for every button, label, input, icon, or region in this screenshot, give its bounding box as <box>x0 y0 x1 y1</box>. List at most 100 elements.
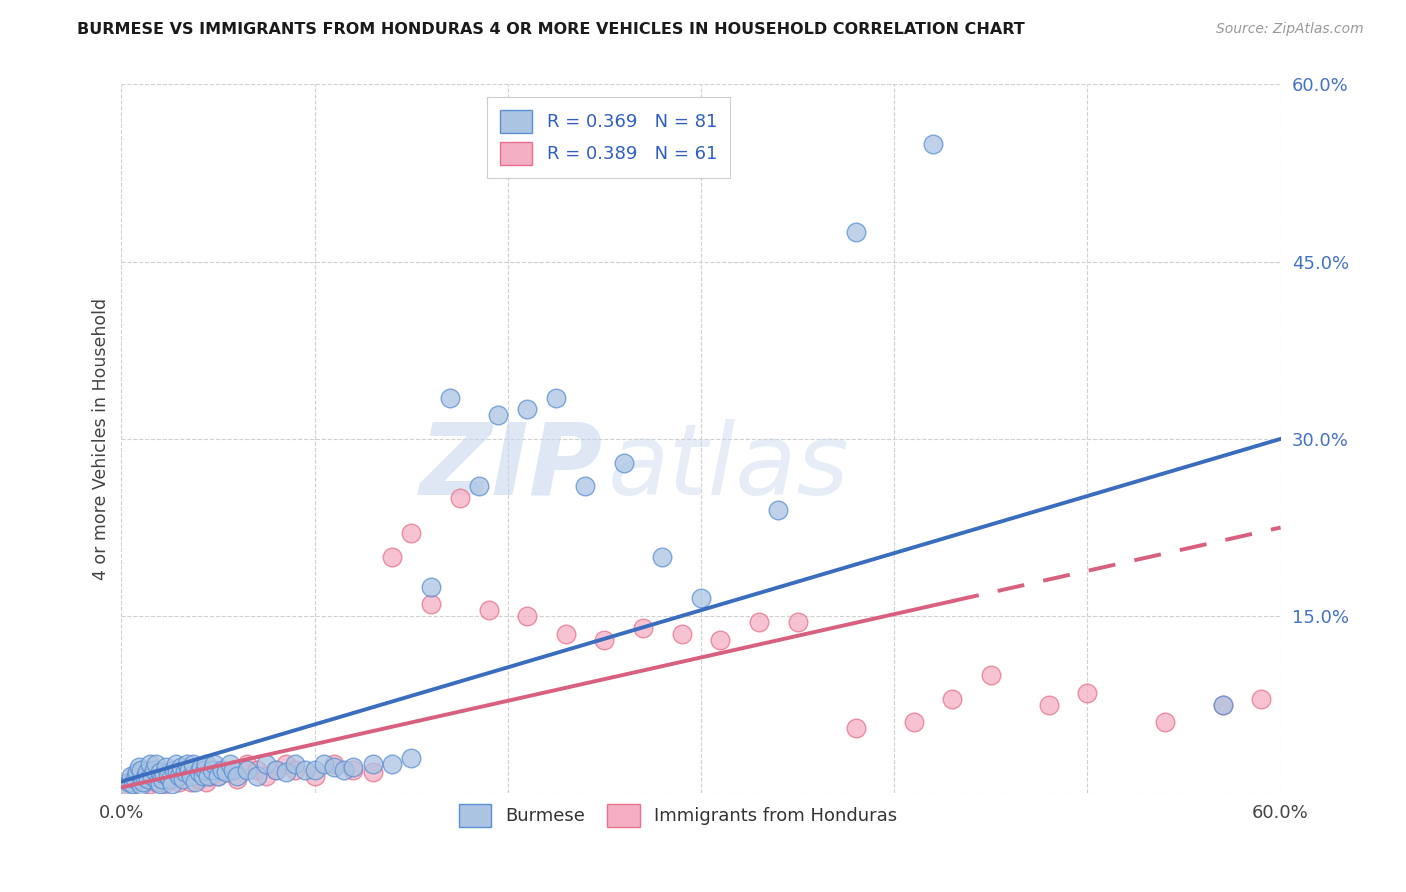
Point <box>593 632 616 647</box>
Point <box>903 715 925 730</box>
Point <box>145 756 167 771</box>
Point <box>651 549 673 564</box>
Point <box>449 491 471 505</box>
Point <box>246 769 269 783</box>
Point <box>226 772 249 787</box>
Point <box>468 479 491 493</box>
Point <box>941 691 963 706</box>
Point <box>1212 698 1234 712</box>
Point <box>1250 691 1272 706</box>
Point <box>631 621 654 635</box>
Point <box>184 763 207 777</box>
Point <box>129 763 152 777</box>
Point <box>165 769 187 783</box>
Point <box>177 763 200 777</box>
Point <box>671 627 693 641</box>
Point <box>304 763 326 777</box>
Point <box>201 763 224 777</box>
Point <box>381 756 404 771</box>
Point <box>361 765 384 780</box>
Point <box>284 756 307 771</box>
Point <box>439 391 461 405</box>
Point <box>129 778 152 792</box>
Point <box>122 777 145 791</box>
Point <box>222 763 245 777</box>
Point <box>361 756 384 771</box>
Point <box>399 526 422 541</box>
Point <box>554 627 576 641</box>
Point <box>145 774 167 789</box>
Point <box>149 769 172 783</box>
Point <box>1153 715 1175 730</box>
Point <box>202 756 225 771</box>
Point <box>191 765 214 780</box>
Point <box>246 763 269 777</box>
Point <box>139 756 162 771</box>
Point <box>294 763 316 777</box>
Point <box>131 774 153 789</box>
Point <box>1038 698 1060 712</box>
Point <box>169 769 191 783</box>
Point <box>323 756 346 771</box>
Point <box>845 225 868 239</box>
Point <box>190 760 212 774</box>
Point <box>613 456 636 470</box>
Point <box>574 479 596 493</box>
Point <box>690 591 713 606</box>
Point <box>314 756 336 771</box>
Point <box>184 774 207 789</box>
Point <box>486 409 509 423</box>
Point <box>254 756 277 771</box>
Point <box>215 765 238 780</box>
Point <box>134 770 156 784</box>
Point <box>141 763 163 777</box>
Point <box>115 780 138 795</box>
Point <box>155 760 177 774</box>
Point <box>139 777 162 791</box>
Point <box>197 769 219 783</box>
Point <box>159 772 181 787</box>
Point <box>546 391 568 405</box>
Point <box>124 772 146 787</box>
Point <box>980 668 1002 682</box>
Point <box>160 772 183 787</box>
Point <box>200 769 222 783</box>
Point <box>146 774 169 789</box>
Point <box>264 763 287 777</box>
Point <box>149 765 172 780</box>
Y-axis label: 4 or more Vehicles in Household: 4 or more Vehicles in Household <box>93 298 110 580</box>
Legend: Burmese, Immigrants from Honduras: Burmese, Immigrants from Honduras <box>451 797 904 834</box>
Point <box>845 722 868 736</box>
Point <box>180 769 202 783</box>
Point <box>135 765 157 780</box>
Point <box>284 763 307 777</box>
Point <box>207 769 229 783</box>
Point <box>120 777 142 791</box>
Point <box>172 772 194 787</box>
Point <box>516 402 538 417</box>
Point <box>748 615 770 629</box>
Point <box>174 765 197 780</box>
Point <box>381 549 404 564</box>
Point <box>156 765 179 780</box>
Point <box>115 780 138 795</box>
Point <box>226 769 249 783</box>
Point <box>254 769 277 783</box>
Point <box>125 765 148 780</box>
Point <box>150 772 173 787</box>
Point <box>120 774 142 789</box>
Text: BURMESE VS IMMIGRANTS FROM HONDURAS 4 OR MORE VEHICLES IN HOUSEHOLD CORRELATION : BURMESE VS IMMIGRANTS FROM HONDURAS 4 OR… <box>77 22 1025 37</box>
Point <box>342 763 364 777</box>
Point <box>342 760 364 774</box>
Point <box>786 615 808 629</box>
Point <box>129 765 152 780</box>
Point <box>156 769 179 783</box>
Point <box>165 756 187 771</box>
Point <box>191 769 214 783</box>
Point <box>477 603 499 617</box>
Point <box>323 760 346 774</box>
Point <box>170 760 193 774</box>
Point <box>166 765 188 780</box>
Point <box>143 763 166 777</box>
Point <box>236 756 259 771</box>
